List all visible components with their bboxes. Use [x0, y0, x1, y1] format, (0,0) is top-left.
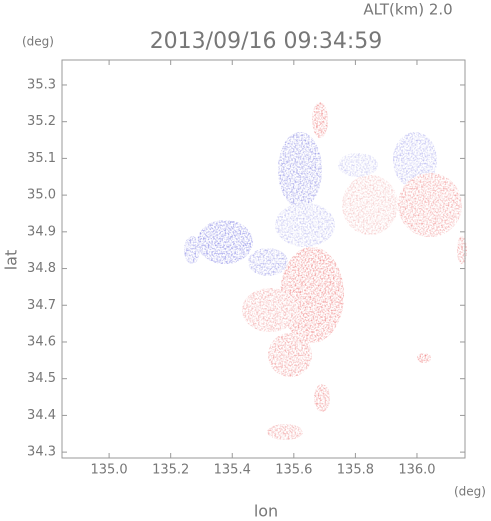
echo [242, 288, 298, 332]
x-axis-label: lon [254, 502, 278, 521]
y-tick-label: 34.7 [27, 298, 56, 313]
echo [248, 248, 288, 276]
x-unit: (deg) [454, 485, 486, 499]
chart-title: 2013/09/16 09:34:59 [150, 29, 383, 54]
x-tick-label: 135.4 [214, 463, 251, 478]
y-tick-label: 34.8 [27, 261, 56, 276]
echo [267, 424, 303, 440]
y-unit: (deg) [22, 35, 54, 49]
echo [278, 132, 322, 208]
x-tick-label: 135.6 [275, 463, 312, 478]
echo [312, 102, 328, 138]
echo [197, 220, 253, 264]
echo [275, 203, 335, 247]
y-tick-label: 35.2 [27, 114, 56, 129]
echo [398, 173, 462, 237]
y-axis-label: lat [2, 250, 21, 271]
echo [280, 247, 344, 343]
x-tick-label: 135.8 [337, 463, 374, 478]
x-tick-label: 135.0 [90, 463, 127, 478]
y-tick-label: 35.3 [27, 77, 56, 92]
echo [338, 153, 378, 177]
plot-border [61, 59, 466, 459]
y-tick-label: 34.9 [27, 224, 56, 239]
echo [184, 236, 200, 264]
y-tick-label: 35.1 [27, 151, 56, 166]
echo [314, 384, 330, 412]
y-tick-label: 35.0 [27, 188, 56, 203]
x-tick-label: 135.2 [152, 463, 189, 478]
altitude: ALT(km) 2.0 [363, 1, 452, 19]
y-tick-label: 34.4 [27, 408, 56, 423]
x-tick-label: 136.0 [398, 463, 435, 478]
frame [61, 59, 466, 459]
y-tick-label: 34.5 [27, 371, 56, 386]
echo [417, 353, 431, 363]
echo [342, 175, 398, 235]
radar-echoes [184, 102, 467, 440]
echo [268, 333, 312, 377]
y-tick-label: 34.3 [27, 445, 56, 460]
y-tick-label: 34.6 [27, 334, 56, 349]
